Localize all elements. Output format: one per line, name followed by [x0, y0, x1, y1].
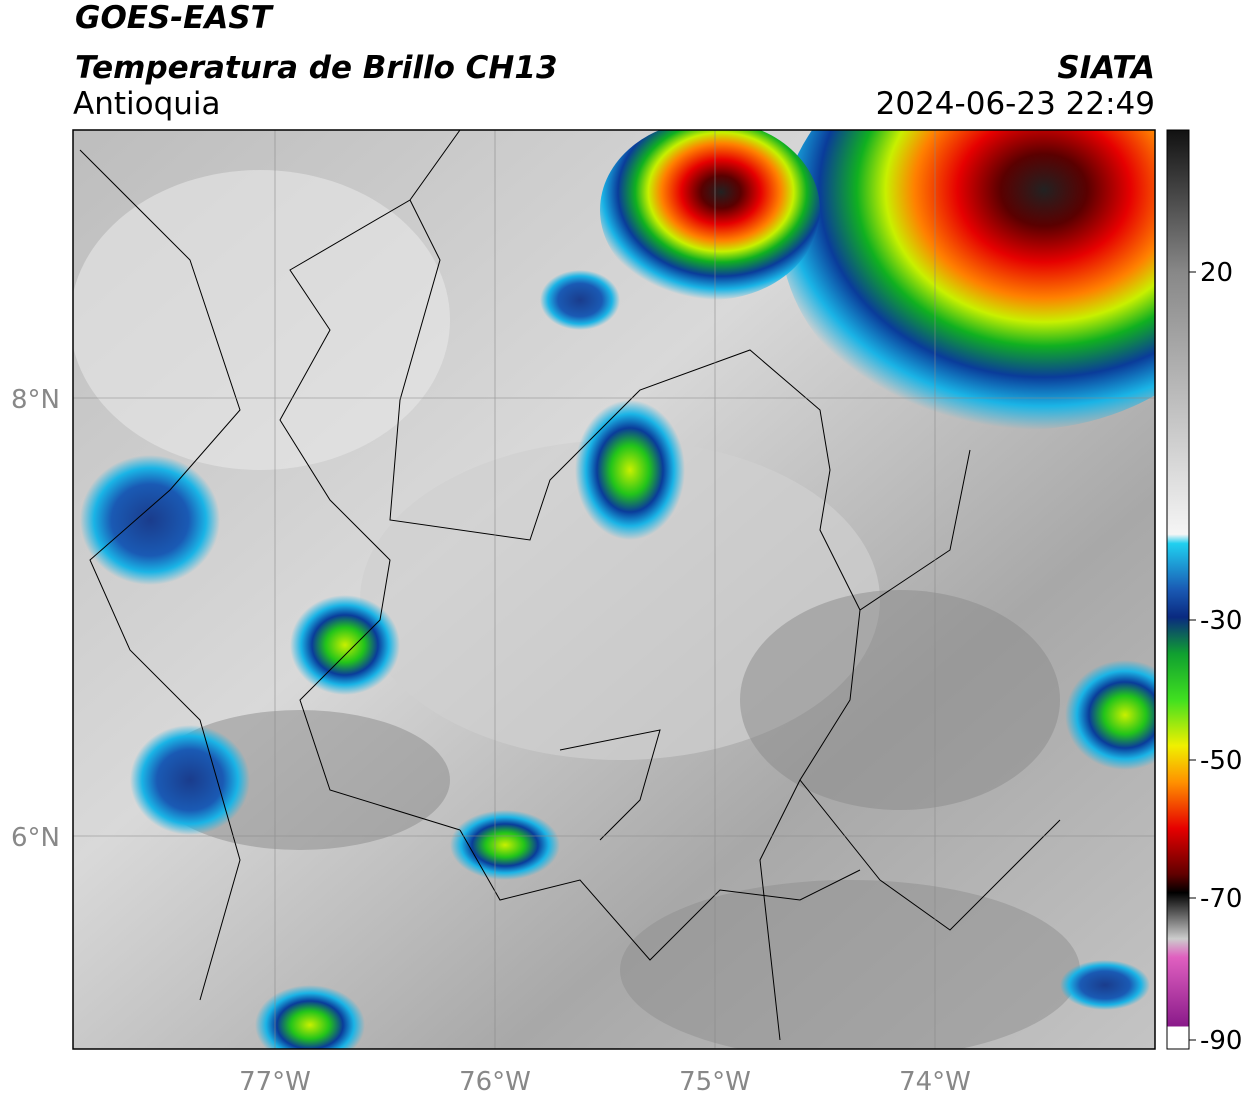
lat-tick-label: 6°N: [11, 823, 60, 853]
colorbar-tick-label: -70: [1200, 884, 1242, 914]
colorbar-tick-label: 20: [1200, 258, 1233, 288]
title: GOES-EAST: [75, 0, 275, 36]
lon-tick-label: 74°W: [899, 1067, 971, 1097]
lon-tick-label: 76°W: [459, 1067, 531, 1097]
region: Antioquia: [73, 86, 221, 122]
map-frame: [72, 129, 1156, 1050]
subtitle: Temperatura de Brillo CH13: [75, 50, 558, 86]
graticule: [73, 130, 1155, 1049]
lon-tick-label: 77°W: [239, 1067, 311, 1097]
lat-tick-label: 8°N: [11, 385, 60, 415]
datetime: 2024-06-23 22:49: [876, 86, 1155, 122]
source: SIATA: [1057, 50, 1155, 86]
colorbar-tick-label: -30: [1200, 606, 1242, 636]
colorbar: [1166, 129, 1190, 1050]
lon-tick-label: 75°W: [679, 1067, 751, 1097]
colorbar-tick-label: -90: [1200, 1026, 1242, 1056]
satellite-image: [73, 130, 1155, 1049]
colorbar-tick-label: -50: [1200, 746, 1242, 776]
